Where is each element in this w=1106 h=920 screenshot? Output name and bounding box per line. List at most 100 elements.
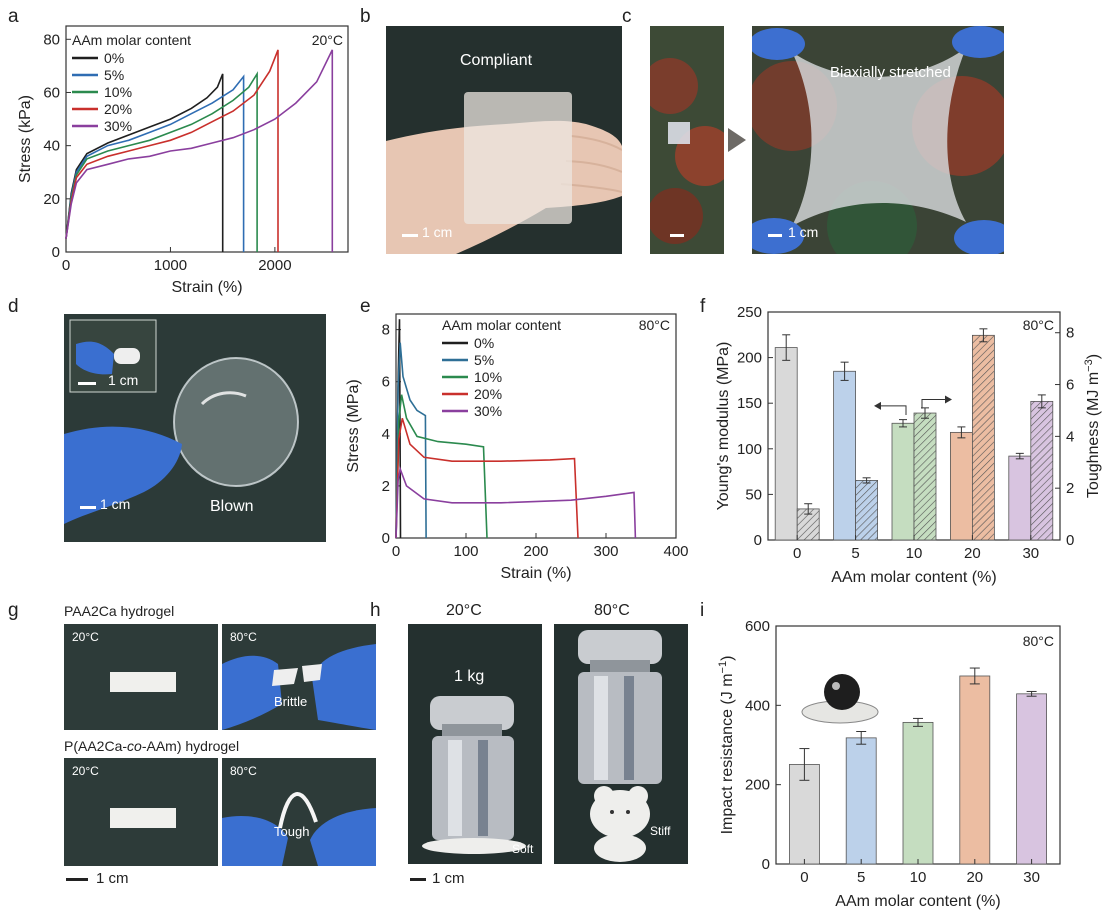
series-line-5pct bbox=[65, 74, 245, 252]
scale-bar-c bbox=[768, 234, 782, 237]
soft-label: Soft bbox=[512, 842, 534, 856]
bar-modulus bbox=[1008, 455, 1032, 541]
y2-axis-label: Toughness (MJ m−3) bbox=[1083, 354, 1102, 498]
y-tick-label: 0 bbox=[762, 856, 770, 873]
temperature-annotation: 80°C bbox=[1023, 633, 1054, 649]
x-tick-label: 0 bbox=[62, 257, 70, 274]
x-tick-label: 10 bbox=[906, 545, 923, 562]
y2-tick-label: 2 bbox=[1066, 480, 1074, 497]
hydrogel-strip bbox=[110, 672, 176, 692]
y-tick-label: 100 bbox=[737, 441, 762, 458]
x-tick-label: 400 bbox=[663, 543, 688, 560]
y-tick-label: 600 bbox=[745, 618, 770, 635]
photo-d-blown: 1 cm 1 cm Blown bbox=[64, 314, 326, 542]
x-axis-label: Strain (%) bbox=[171, 279, 242, 296]
series-line-10pct bbox=[65, 71, 258, 252]
y-axis-label: Stress (MPa) bbox=[345, 379, 362, 472]
photo-g-copolymer-20c: 20°C bbox=[64, 758, 218, 866]
h-temp-20c: 20°C bbox=[446, 602, 482, 619]
x-axis-label: Strain (%) bbox=[500, 565, 571, 582]
legend-label-10pct: 10% bbox=[104, 84, 132, 100]
series-line-0pct bbox=[65, 73, 224, 252]
y-tick-label: 200 bbox=[745, 777, 770, 794]
photo-c-stretched: Biaxially stretched 1 cm bbox=[752, 26, 1004, 254]
photo-h-20c-soft: 1 kg Soft bbox=[408, 624, 542, 864]
x-tick-label: 20 bbox=[966, 869, 983, 886]
photo-b-compliant: Compliant 1 cm bbox=[386, 26, 622, 254]
scale-label-b: 1 cm bbox=[422, 224, 453, 240]
hand-illustration bbox=[386, 92, 622, 254]
legend-label-20pct: 20% bbox=[104, 101, 132, 117]
y-tick-label: 80 bbox=[43, 31, 60, 48]
chart-e-stress-strain-80c: 0 100 200 300 400 0 2 4 6 8 Strain (%) Stress (MPa)… bbox=[345, 313, 689, 582]
g-bottom-caption: P(AA2Ca-co-AAm) hydrogel bbox=[64, 738, 240, 754]
chart-i-impact-resistance: 0 200 400 600 0 5 10 20 30 AAm molar content (%) I… bbox=[717, 618, 1061, 910]
x-tick-label: 0 bbox=[392, 543, 400, 560]
compliant-label: Compliant bbox=[460, 52, 533, 69]
bar-impact bbox=[959, 675, 991, 865]
legend-label-10pct: 10% bbox=[474, 369, 502, 385]
photo-h-80c-stiff: Stiff bbox=[554, 624, 688, 864]
panel-letter-g: g bbox=[8, 600, 19, 621]
y-tick-label: 200 bbox=[737, 350, 762, 367]
x-tick-label: 5 bbox=[857, 869, 865, 886]
scale-bar-c-small bbox=[670, 234, 684, 237]
panel-letter-b: b bbox=[360, 6, 371, 27]
bar-modulus bbox=[891, 422, 915, 541]
y-tick-label: 60 bbox=[43, 84, 60, 101]
y-tick-label: 250 bbox=[737, 304, 762, 321]
bar-modulus bbox=[833, 370, 857, 541]
bar-impact bbox=[1016, 693, 1048, 865]
scale-bar-d-inset bbox=[78, 382, 96, 385]
x-tick-label: 100 bbox=[453, 543, 478, 560]
photo-g-paa2ca-20c: 20°C bbox=[64, 624, 218, 730]
y-axis-label: Stress (kPa) bbox=[17, 95, 34, 183]
bar-impact bbox=[845, 737, 877, 865]
x-tick-label: 0 bbox=[793, 545, 801, 562]
temperature-annotation: 80°C bbox=[639, 317, 670, 333]
y-tick-label: 0 bbox=[754, 532, 762, 549]
legend-label-0pct: 0% bbox=[104, 50, 124, 66]
stiff-label: Stiff bbox=[650, 824, 671, 838]
scale-label-d: 1 cm bbox=[100, 496, 131, 512]
y-tick-label: 40 bbox=[43, 138, 60, 155]
panel-letter-a: a bbox=[8, 6, 19, 27]
legend-title: AAm molar content bbox=[72, 32, 191, 48]
series-line-30pct bbox=[65, 49, 334, 252]
g-temp-80c-top: 80°C bbox=[230, 630, 257, 644]
arrowhead-left-icon bbox=[874, 401, 881, 410]
g-temp-20c-top: 20°C bbox=[72, 630, 99, 644]
y-tick-label: 50 bbox=[745, 486, 762, 503]
arrow-right-icon bbox=[921, 399, 946, 409]
x-axis-label: AAm molar content (%) bbox=[835, 893, 1000, 910]
legend-label-20pct: 20% bbox=[474, 386, 502, 402]
y-tick-label: 400 bbox=[745, 697, 770, 714]
x-tick-label: 30 bbox=[1022, 545, 1039, 562]
temperature-annotation: 80°C bbox=[1023, 317, 1054, 333]
x-tick-label: 30 bbox=[1023, 869, 1040, 886]
scale-bar-b bbox=[402, 234, 418, 237]
panel-letter-i: i bbox=[700, 600, 705, 621]
y2-tick-label: 4 bbox=[1066, 428, 1074, 445]
y-tick-label: 0 bbox=[52, 244, 60, 261]
hydrogel-strip-2 bbox=[110, 808, 176, 828]
blown-label: Blown bbox=[210, 498, 254, 515]
y2-tick-label: 0 bbox=[1066, 532, 1074, 549]
series-line-20pct bbox=[395, 417, 579, 539]
series-line-10pct bbox=[395, 394, 488, 539]
bar-toughness bbox=[1030, 400, 1054, 541]
series-line-30pct bbox=[395, 465, 637, 539]
brittle-label: Brittle bbox=[274, 694, 308, 709]
x-tick-label: 2000 bbox=[258, 257, 291, 274]
x-tick-label: 300 bbox=[593, 543, 618, 560]
g-temp-20c-bottom: 20°C bbox=[72, 764, 99, 778]
series-line-5pct bbox=[395, 342, 427, 539]
y-tick-label: 0 bbox=[382, 530, 390, 547]
x-tick-label: 200 bbox=[523, 543, 548, 560]
panel-letter-f: f bbox=[700, 296, 706, 317]
photo-c-original bbox=[650, 26, 724, 254]
y-tick-label: 2 bbox=[382, 478, 390, 495]
x-tick-label: 20 bbox=[964, 545, 981, 562]
legend-label-30pct: 30% bbox=[474, 403, 502, 419]
bar-modulus bbox=[774, 347, 798, 541]
